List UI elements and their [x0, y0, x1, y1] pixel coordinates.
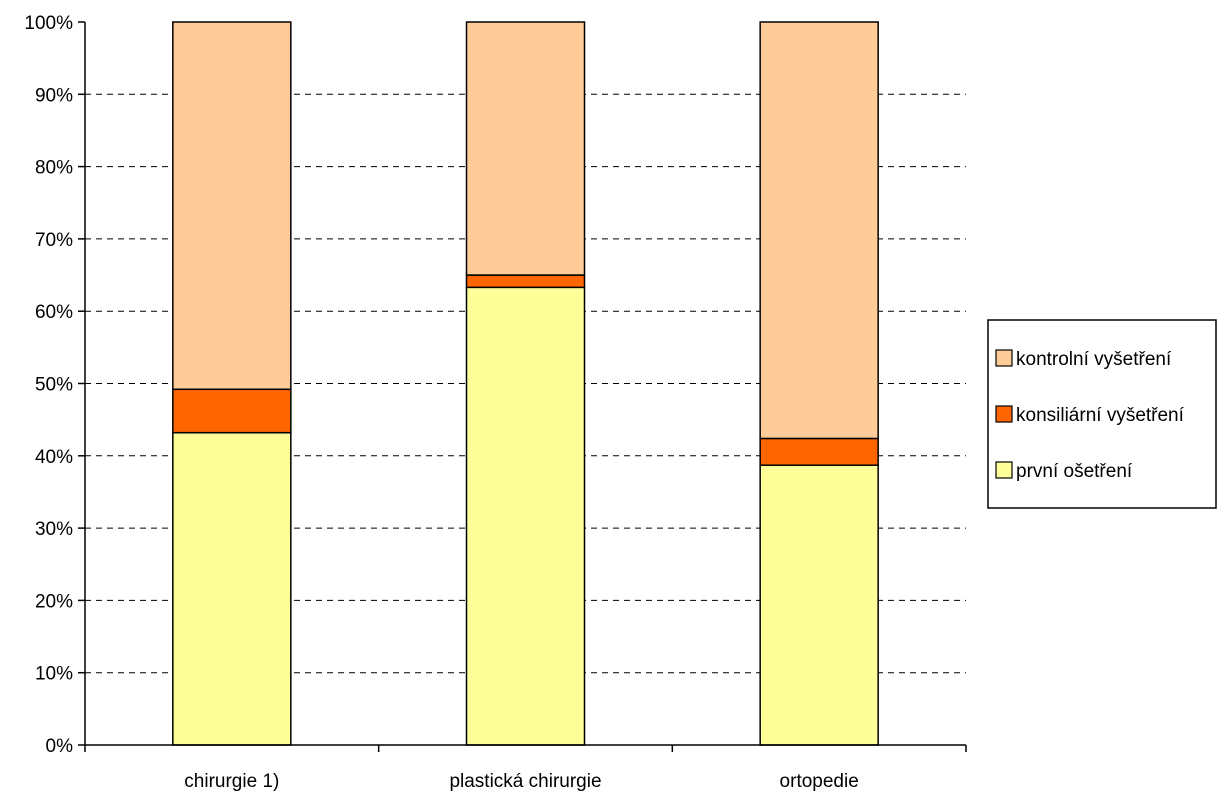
y-tick-label: 20% — [35, 591, 73, 612]
legend-swatch — [995, 461, 1013, 479]
y-tick-label: 80% — [35, 158, 73, 179]
legend-swatch — [995, 349, 1013, 367]
y-tick-label: 100% — [24, 13, 73, 34]
bar-segment — [759, 21, 879, 440]
x-category-label: chirurgie 1) — [184, 771, 279, 792]
x-category-label: ortopedie — [780, 771, 859, 792]
bar-segment — [172, 21, 292, 391]
y-tick-label: 50% — [35, 375, 73, 396]
x-axis-category-labels: chirurgie 1) plastická chirurgie ortopedie — [184, 771, 858, 792]
legend-label: kontrolní vyšetření — [1016, 349, 1172, 370]
legend-label: konsiliární vyšetření — [1016, 405, 1185, 426]
y-tick-label: 60% — [35, 302, 73, 323]
y-tick-label: 10% — [35, 664, 73, 685]
x-category-label: plastická chirurgie — [449, 771, 601, 792]
y-axis-tick-labels: 0% 10% 20% 30% 40% 50% 60% 70% 80% 90% 100% — [24, 13, 73, 757]
legend-box — [987, 319, 1217, 509]
axes — [78, 21, 967, 752]
bar-segment — [759, 464, 879, 746]
bar-segment — [172, 431, 292, 746]
y-tick-label: 70% — [35, 230, 73, 251]
y-tick-label: 30% — [35, 519, 73, 540]
y-tick-label: 90% — [35, 85, 73, 106]
bar-segment — [465, 286, 586, 746]
legend-swatch — [995, 405, 1013, 423]
bar-segment — [759, 437, 879, 466]
bars — [172, 21, 879, 746]
y-tick-label: 0% — [46, 736, 74, 757]
bar-segment — [465, 274, 586, 289]
legend: kontrolní vyšetření konsiliární vyšetření… — [987, 319, 1217, 509]
legend-label: první ošetření — [1016, 461, 1133, 482]
bar-segment — [465, 21, 586, 276]
y-tick-label: 40% — [35, 447, 73, 468]
bar-segment — [172, 388, 292, 434]
